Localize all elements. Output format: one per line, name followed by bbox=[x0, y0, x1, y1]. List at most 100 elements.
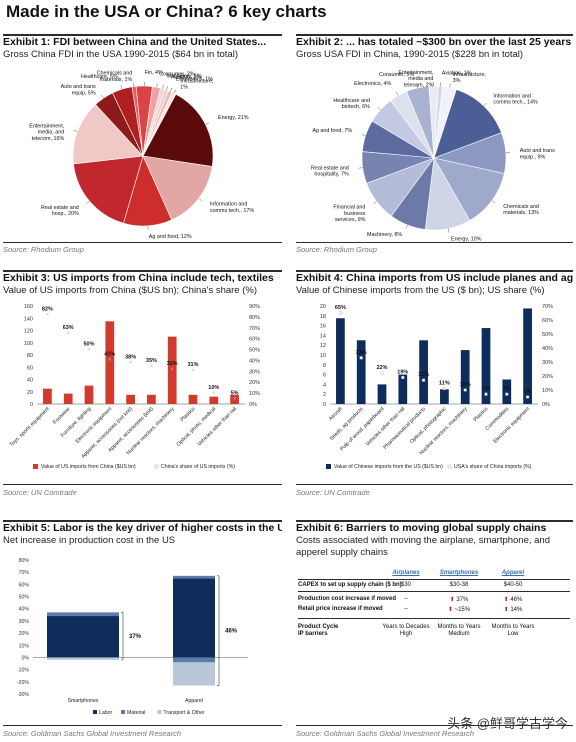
ex3-xlabel-9: Vehicles other than rail bbox=[197, 406, 238, 447]
ex4-share-marker-9 bbox=[526, 395, 530, 399]
ex6-header-rule bbox=[298, 579, 570, 580]
ex6-col-header-1: Smartphones bbox=[439, 570, 479, 576]
ex4-share-marker-8 bbox=[505, 392, 509, 396]
exhibit-6-source: Source: Goldman Sachs Global Investment … bbox=[296, 729, 475, 738]
ex2-leader-5 bbox=[373, 201, 377, 205]
ex2-slice-13 bbox=[433, 86, 457, 159]
ex5-total-1: 46% bbox=[225, 629, 238, 635]
ex4-legend-swatch-1 bbox=[447, 464, 452, 469]
ex4-xlabel-7: Plastics bbox=[473, 406, 490, 423]
ex3-bar-4 bbox=[126, 394, 135, 404]
ex4-bar-9 bbox=[523, 308, 532, 404]
ex5-bar-material-neg-1 bbox=[173, 657, 215, 663]
ex4-share-label-1: 33% bbox=[356, 350, 367, 356]
ex3-share-marker-8: × bbox=[212, 391, 216, 397]
ex3-share-label-0: 82% bbox=[42, 307, 53, 313]
ex4-ytick-4: 8 bbox=[323, 363, 326, 369]
exhibit-1-title: Exhibit 1: FDI between China and the Uni… bbox=[3, 36, 267, 48]
ex4-xlabel-9: Electronic equipment bbox=[493, 406, 532, 445]
exhibit-3-source-rule bbox=[3, 484, 282, 485]
ex6-row-rule-2 bbox=[298, 618, 570, 619]
ex2-leader-4 bbox=[405, 224, 408, 229]
ex3-share-label-6: 32% bbox=[167, 361, 178, 367]
ex3-share-marker-5: × bbox=[150, 364, 154, 370]
ex6-cell-4-2: Low bbox=[507, 631, 519, 637]
ex6-cell-1-1: ⬆ 37% bbox=[429, 596, 489, 603]
ex3-bar-1 bbox=[63, 393, 73, 404]
exhibit-1-subtitle: Gross China FDI in the USA 1990-2015 ($6… bbox=[3, 49, 238, 60]
ex4-legend-0: Value of Chinese imports from the US ($U… bbox=[334, 464, 443, 470]
exhibit-3-subtitle: Value of US imports from China ($US bn);… bbox=[3, 285, 258, 296]
ex4-ytick-10: 20 bbox=[320, 304, 326, 310]
ex2-leader-8 bbox=[377, 107, 381, 111]
ex6-cell-value-1-2: 46% bbox=[510, 597, 523, 603]
ex1-slice-3 bbox=[73, 155, 144, 224]
ex1-leader-6 bbox=[120, 85, 123, 90]
arrow-up-icon: ⬆ bbox=[503, 607, 511, 613]
exhibit-4-source: Source: UN Comtrade bbox=[296, 488, 370, 497]
ex4-share-label-7: 7% bbox=[482, 386, 490, 392]
exhibit-2-panel: Exhibit 2: ... has totaled ~$300 bn over… bbox=[296, 34, 573, 60]
ex4-y2tick-0: 0% bbox=[542, 402, 550, 408]
ex4-share-marker-3 bbox=[401, 375, 405, 379]
ex4-share-marker-0 bbox=[338, 311, 342, 315]
ex6-col-header-2: Apparel bbox=[501, 570, 525, 576]
exhibit-5-subtitle: Net increase in production cost in the U… bbox=[3, 535, 176, 546]
ex4-bar-0 bbox=[336, 318, 345, 404]
ex6-cell-3-0: Years to Decades bbox=[382, 624, 430, 630]
ex5-ytick-7: 40% bbox=[19, 607, 30, 613]
ex1-label-2: Ag and food, 12% bbox=[149, 234, 192, 240]
ex4-ytick-1: 2 bbox=[323, 392, 326, 398]
ex3-bar-0 bbox=[43, 388, 52, 404]
exhibit-4-title: Exhibit 4: China imports from US include… bbox=[296, 272, 573, 284]
ex1-leader-12 bbox=[170, 87, 173, 92]
ex3-ytick-4: 80 bbox=[27, 353, 33, 359]
ex4-bar-5 bbox=[440, 389, 449, 404]
exhibit-5-source: Source: Goldman Sachs Global Investment … bbox=[3, 729, 182, 738]
ex5-bar-labor-0 bbox=[47, 616, 119, 658]
ex1-label-8: Fin, 4% bbox=[145, 70, 163, 76]
ex3-ytick-7: 140 bbox=[24, 316, 33, 322]
exhibit-1-source: Source: Rhodium Group bbox=[3, 245, 84, 254]
ex6-cell-4-1: Medium bbox=[448, 631, 470, 637]
ex5-legend-swatch-0 bbox=[93, 710, 97, 714]
ex6-cell-2-1: ⬆ ~15% bbox=[429, 606, 489, 613]
ex5-ytick-0: -30% bbox=[17, 692, 29, 698]
ex5-legend-1: Material bbox=[127, 710, 145, 716]
exhibit-6-source-rule bbox=[296, 725, 573, 726]
ex4-ytick-8: 16 bbox=[320, 324, 326, 330]
exhibit-2-pie-chart: Information and comms tech., 14% Auto and … bbox=[311, 70, 555, 242]
ex2-label-5: Financial and business services, 9% bbox=[333, 205, 365, 223]
exhibit-2-subtitle: Gross USA FDI in China, 1990-2015 ($228 … bbox=[296, 49, 524, 60]
ex3-legend-0: Value of US imports from China ($US bn) bbox=[41, 464, 136, 470]
ex5-bar-transport-0 bbox=[47, 657, 119, 660]
ex3-legend-1: China's share of US imports (%) bbox=[161, 464, 235, 470]
ex6-cell-value-1-1: 37% bbox=[456, 597, 469, 603]
ex4-ytick-5: 10 bbox=[320, 353, 326, 359]
ex3-bar-7 bbox=[188, 394, 198, 404]
ex3-ytick-6: 120 bbox=[24, 329, 33, 335]
ex3-share-marker-9: × bbox=[233, 397, 237, 403]
exhibit-4-panel: Exhibit 4: China imports from US include… bbox=[296, 270, 573, 296]
ex1-leader-0 bbox=[205, 122, 210, 125]
ex2-leader-7 bbox=[361, 134, 366, 136]
ex3-share-label-5: 35% bbox=[146, 358, 157, 364]
exhibit-3-title: Exhibit 3: US imports from China include… bbox=[3, 272, 274, 284]
ex6-row-label-3: Product Cycle bbox=[298, 624, 339, 630]
ex4-share-label-5: 11% bbox=[439, 381, 450, 387]
ex5-legend-swatch-1 bbox=[121, 710, 125, 714]
ex1-slice-13 bbox=[142, 91, 177, 157]
ex5-xlabel-1: Apparel bbox=[185, 698, 203, 704]
ex4-bar-2 bbox=[377, 384, 387, 404]
ex5-total-0: 37% bbox=[129, 634, 142, 640]
ex5-ytick-3: 0% bbox=[22, 655, 30, 661]
ex3-ytick-0: 0 bbox=[30, 402, 33, 408]
ex3-y2tick-6: 60% bbox=[249, 337, 260, 343]
ex3-share-marker-6: × bbox=[170, 367, 174, 373]
ex5-ytick-6: 30% bbox=[19, 619, 30, 625]
ex5-ytick-8: 50% bbox=[19, 595, 30, 601]
ex5-bar-labor-1 bbox=[173, 578, 215, 658]
ex3-y2tick-1: 10% bbox=[249, 391, 260, 397]
exhibit-3-source: Source: UN Comtrade bbox=[3, 488, 77, 497]
ex3-y2tick-3: 30% bbox=[249, 369, 260, 375]
